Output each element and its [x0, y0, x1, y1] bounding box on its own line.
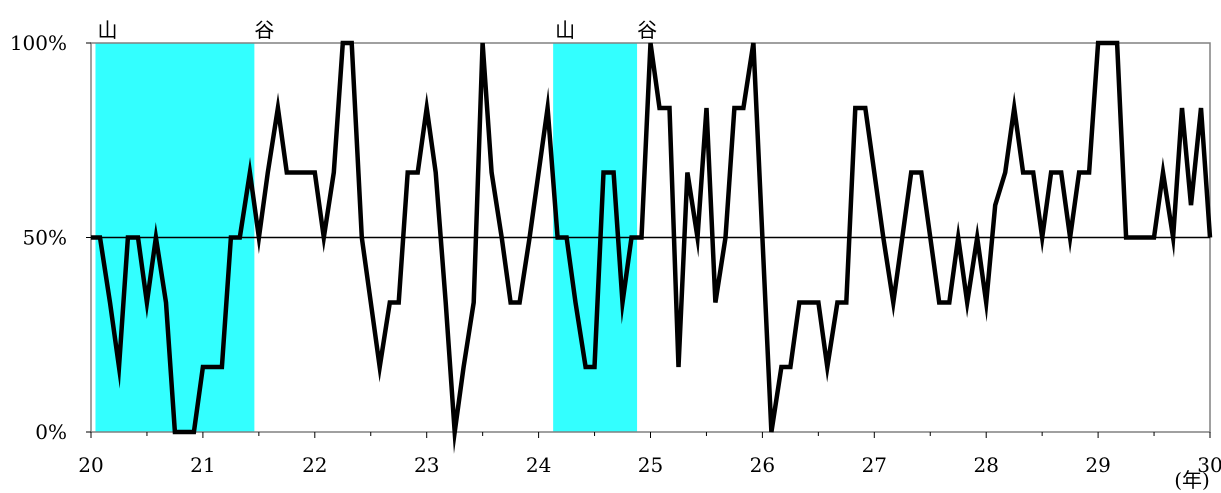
y-tick-label-0: 0% — [35, 420, 67, 444]
x-tick-label-29: 29 — [1085, 453, 1110, 477]
x-tick-label-25: 25 — [638, 453, 663, 477]
x-tick-label-21: 21 — [190, 453, 215, 477]
y-axis: 0% 50% 100% — [10, 31, 91, 444]
x-tick-label-28: 28 — [973, 453, 998, 477]
x-tick-label-23: 23 — [414, 453, 439, 477]
phase-labels: 山谷山谷 — [97, 18, 657, 42]
x-tick-label-27: 27 — [862, 453, 887, 477]
series-line-1 — [91, 40, 1213, 454]
peak-label-2: 山 — [555, 18, 575, 42]
x-axis-unit-label: (年) — [1174, 468, 1210, 492]
x-tick-label-24: 24 — [526, 453, 551, 477]
x-tick-label-30: 30 — [1197, 453, 1221, 477]
trough-label-2: 谷 — [637, 18, 657, 42]
x-tick-label-26: 26 — [750, 453, 775, 477]
peak-label-1: 山 — [97, 18, 117, 42]
trough-label-1: 谷 — [254, 18, 274, 42]
x-axis: 20 21 22 23 24 25 26 27 28 29 30 — [78, 432, 1221, 477]
series-layer — [91, 40, 1213, 454]
y-tick-label-100: 100% — [10, 31, 67, 55]
x-tick-label-22: 22 — [302, 453, 327, 477]
y-tick-label-50: 50% — [23, 226, 67, 250]
x-tick-label-20: 20 — [78, 453, 103, 477]
